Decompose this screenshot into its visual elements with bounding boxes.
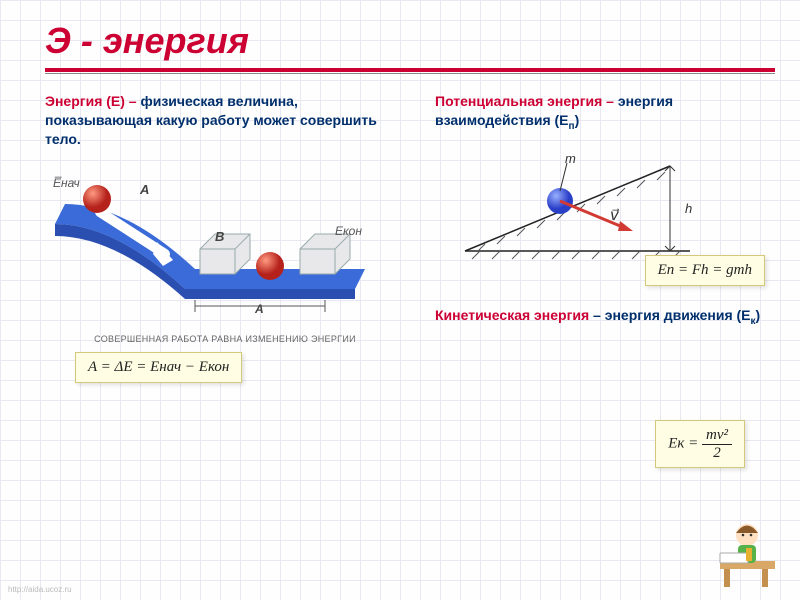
label-e-nach: E̅нач [53, 176, 80, 190]
footer-url: http://aida.ucoz.ru [8, 585, 72, 594]
potential-energy-def: Потенциальная энергия – энергия взаимоде… [435, 92, 775, 133]
label-a: A [140, 182, 149, 197]
formula-kinetic: Eк = mv² 2 [655, 420, 745, 468]
incline-svg [455, 151, 715, 261]
kinetic-text: энергия движения (E [601, 307, 751, 323]
ramp-caption: СОВЕРШЕННАЯ РАБОТА РАВНА ИЗМЕНЕНИЮ ЭНЕРГ… [45, 334, 405, 344]
incline-diagram: m v⃗ h [455, 151, 715, 261]
potential-tail: ) [575, 112, 580, 128]
label-h: h [685, 201, 692, 216]
left-column: Энергия (E) – физическая величина, показ… [45, 92, 405, 383]
formula-kinetic-left: Eк = [668, 435, 698, 451]
formula-potential-text: Eп = Fh = gmh [658, 262, 752, 278]
definition-term: Энергия (E) – [45, 93, 137, 109]
label-m: m [565, 151, 576, 166]
kinetic-dash: – [589, 307, 601, 323]
formula-work-text: A = ΔE = Eнач − Eкон [88, 359, 229, 375]
content-area: Энергия (E) – физическая величина, показ… [0, 74, 800, 92]
formula-work: A = ΔE = Eнач − Eкон [75, 352, 242, 383]
label-v: v⃗ [610, 206, 619, 224]
formula-potential: Eп = Fh = gmh [645, 255, 765, 286]
kinetic-term: Кинетическая энергия [435, 307, 589, 323]
ramp-diagram: E̅нач A B Eкон A [45, 174, 385, 324]
label-distance-a: A [255, 302, 264, 316]
fraction-denominator: 2 [702, 445, 732, 462]
label-e-kon: Eкон [335, 224, 362, 238]
kinetic-energy-def: Кинетическая энергия – энергия движения … [435, 306, 775, 328]
energy-definition: Энергия (E) – физическая величина, показ… [45, 92, 405, 149]
potential-term: Потенциальная энергия – [435, 93, 614, 109]
page-title: Э - энергия [0, 0, 800, 68]
right-column: Потенциальная энергия – энергия взаимоде… [435, 92, 775, 346]
label-b: B [215, 229, 224, 244]
kinetic-tail: ) [756, 307, 761, 323]
formula-kinetic-fraction: mv² 2 [702, 427, 732, 461]
fraction-numerator: mv² [702, 427, 732, 445]
student-icon [712, 513, 782, 588]
ramp-svg [45, 174, 385, 324]
